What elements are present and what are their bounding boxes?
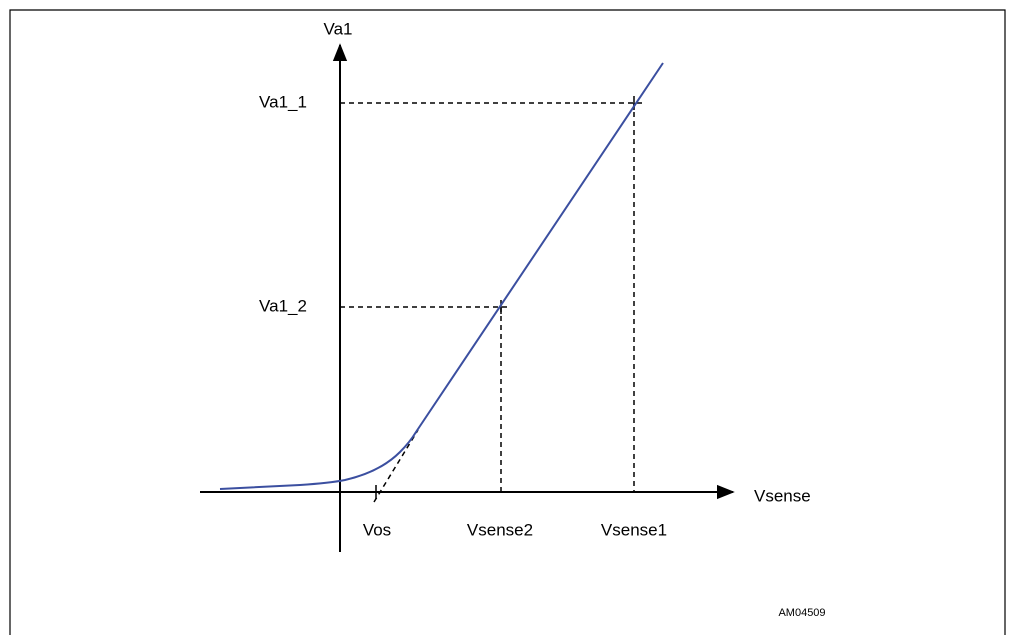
frame: [9, 9, 1006, 635]
level-label: Va1_1: [259, 92, 307, 111]
point-label: Vsense1: [601, 520, 667, 539]
transfer-curve: [219, 62, 664, 490]
guides: [340, 102, 643, 503]
level-label: Va1_2: [259, 296, 307, 315]
figure-id: AM04509: [778, 607, 825, 619]
y-axis-label: Va1: [324, 19, 353, 38]
x-axis-label: Vsense: [754, 486, 811, 505]
point-label: Vos: [363, 520, 391, 539]
point-label: Vsense2: [467, 520, 533, 539]
